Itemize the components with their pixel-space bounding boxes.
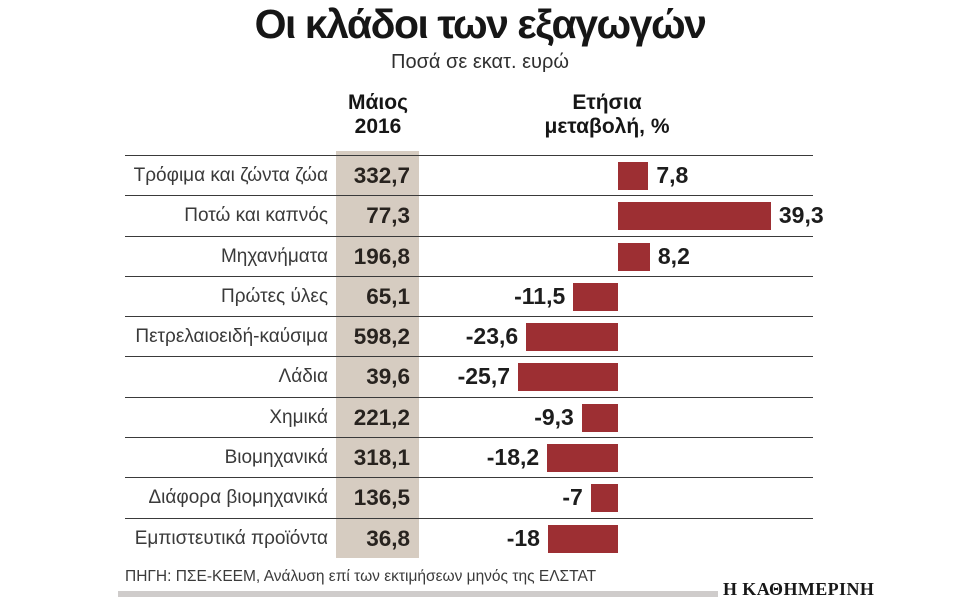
category-label: Τρόφιμα και ζώντα ζώα (133, 165, 328, 186)
value-cell: 39,6 (366, 364, 410, 390)
change-bar (581, 403, 618, 432)
change-bar (618, 202, 771, 231)
change-bar (547, 444, 618, 473)
change-value-label: -18 (506, 524, 540, 551)
footer-divider (118, 591, 718, 597)
category-label: Μηχανήματα (220, 245, 328, 267)
change-value-label: 7,8 (656, 162, 689, 188)
table-row: Λάδια 39,6 -25,7 (125, 356, 813, 396)
change-bar (590, 484, 618, 513)
table-row: Τρόφιμα και ζώντα ζώα 332,7 7,8 (125, 155, 813, 195)
change-value-label: 8,2 (657, 242, 690, 269)
change-value-label: -7 (562, 484, 583, 511)
change-bar (573, 282, 618, 311)
value-cell: 332,7 (353, 163, 410, 188)
chart-table: Τρόφιμα και ζώντα ζώα 332,7 7,8 Ποτώ και κα… (125, 155, 824, 558)
change-column-header: Ετήσια μεταβολή, % (482, 91, 732, 139)
value-cell: 136,5 (353, 485, 410, 511)
category-label: Πρώτες ύλες (220, 285, 328, 307)
table-row: Διάφορα βιομηχανικά 136,5 -7 (125, 477, 813, 517)
value-cell: 77,3 (366, 203, 410, 229)
change-bar (526, 323, 618, 352)
change-value-label: -25,7 (457, 363, 511, 390)
value-cell: 196,8 (353, 243, 410, 269)
category-label: Ποτώ και καπνός (184, 205, 328, 227)
table-row: Μηχανήματα 196,8 8,2 (125, 235, 813, 276)
category-label: Πετρελαιοειδή-καύσιμα (135, 326, 328, 348)
table-row: Πρώτες ύλες 65,1 -11,5 (125, 275, 813, 316)
category-label: Βιομηχανικά (224, 447, 328, 469)
category-label: Εμπιστευτικά προϊόντα (134, 527, 328, 549)
value-cell: 318,1 (353, 445, 410, 471)
value-cell: 221,2 (353, 404, 410, 430)
category-label: Χημικά (269, 406, 328, 428)
source-note: ΠΗΓΗ: ΠΣΕ-ΚΕΕΜ, Ανάλυση επί των εκτιμήσε… (125, 568, 597, 585)
change-value-label: -11,5 (514, 282, 566, 309)
value-cell: 598,2 (353, 324, 410, 350)
table-row: Πετρελαιοειδή-καύσιμα 598,2 -23,6 (125, 316, 813, 356)
change-value-label: 39,3 (778, 202, 824, 229)
change-bar (547, 524, 618, 553)
brand-logo: Η ΚΑΘΗΜΕΡΙΝΗ (723, 579, 875, 599)
table-row: Χημικά 221,2 -9,3 (125, 396, 813, 437)
page-title: Οι κλάδοι των εξαγωγών (254, 1, 707, 47)
category-label: Διάφορα βιομηχανικά (148, 487, 328, 509)
value-column-header-line1: Μάιος (348, 91, 408, 114)
change-bar (518, 363, 618, 392)
value-column-band (336, 151, 419, 558)
value-cell: 36,8 (366, 525, 410, 551)
table-row: Ποτώ και καπνός 77,3 39,3 (125, 195, 824, 235)
change-bar (618, 162, 649, 190)
value-column-header: Μάιος 2016 (326, 91, 430, 139)
change-column-header-line1: Ετήσια (572, 91, 642, 114)
table-row: Εμπιστευτικά προϊόντα 36,8 -18 (125, 517, 813, 558)
change-bar (618, 242, 650, 271)
chart-subtitle: Ποσά σε εκατ. ευρώ (391, 51, 569, 73)
value-column-header-line2: 2016 (354, 115, 402, 138)
change-column-header-line2: μεταβολή, % (544, 115, 670, 138)
change-value-label: -9,3 (534, 403, 574, 430)
change-value-label: -23,6 (465, 323, 519, 350)
category-label: Λάδια (278, 366, 328, 388)
change-value-label: -18,2 (486, 444, 540, 471)
table-row: Βιομηχανικά 318,1 -18,2 (125, 437, 813, 477)
value-cell: 65,1 (366, 283, 410, 309)
